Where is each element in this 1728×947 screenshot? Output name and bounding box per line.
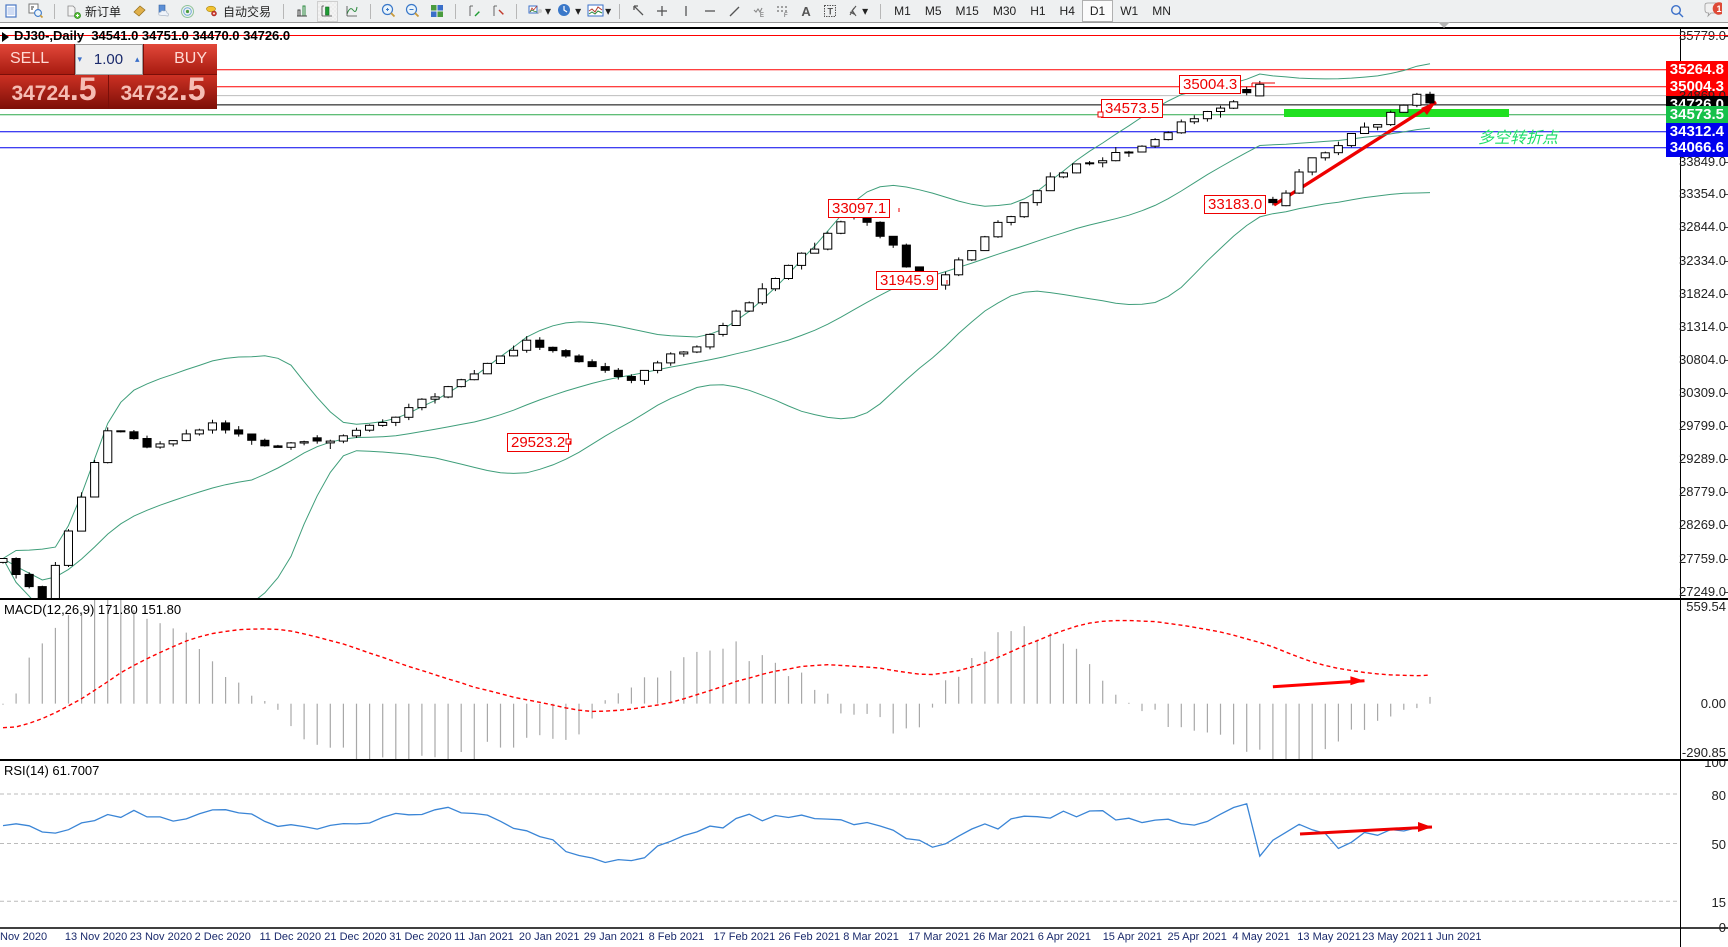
svg-text:E: E — [760, 13, 764, 19]
svg-text:1: 1 — [1716, 4, 1721, 14]
svg-text:F: F — [784, 13, 788, 19]
svg-text:T: T — [827, 6, 833, 16]
